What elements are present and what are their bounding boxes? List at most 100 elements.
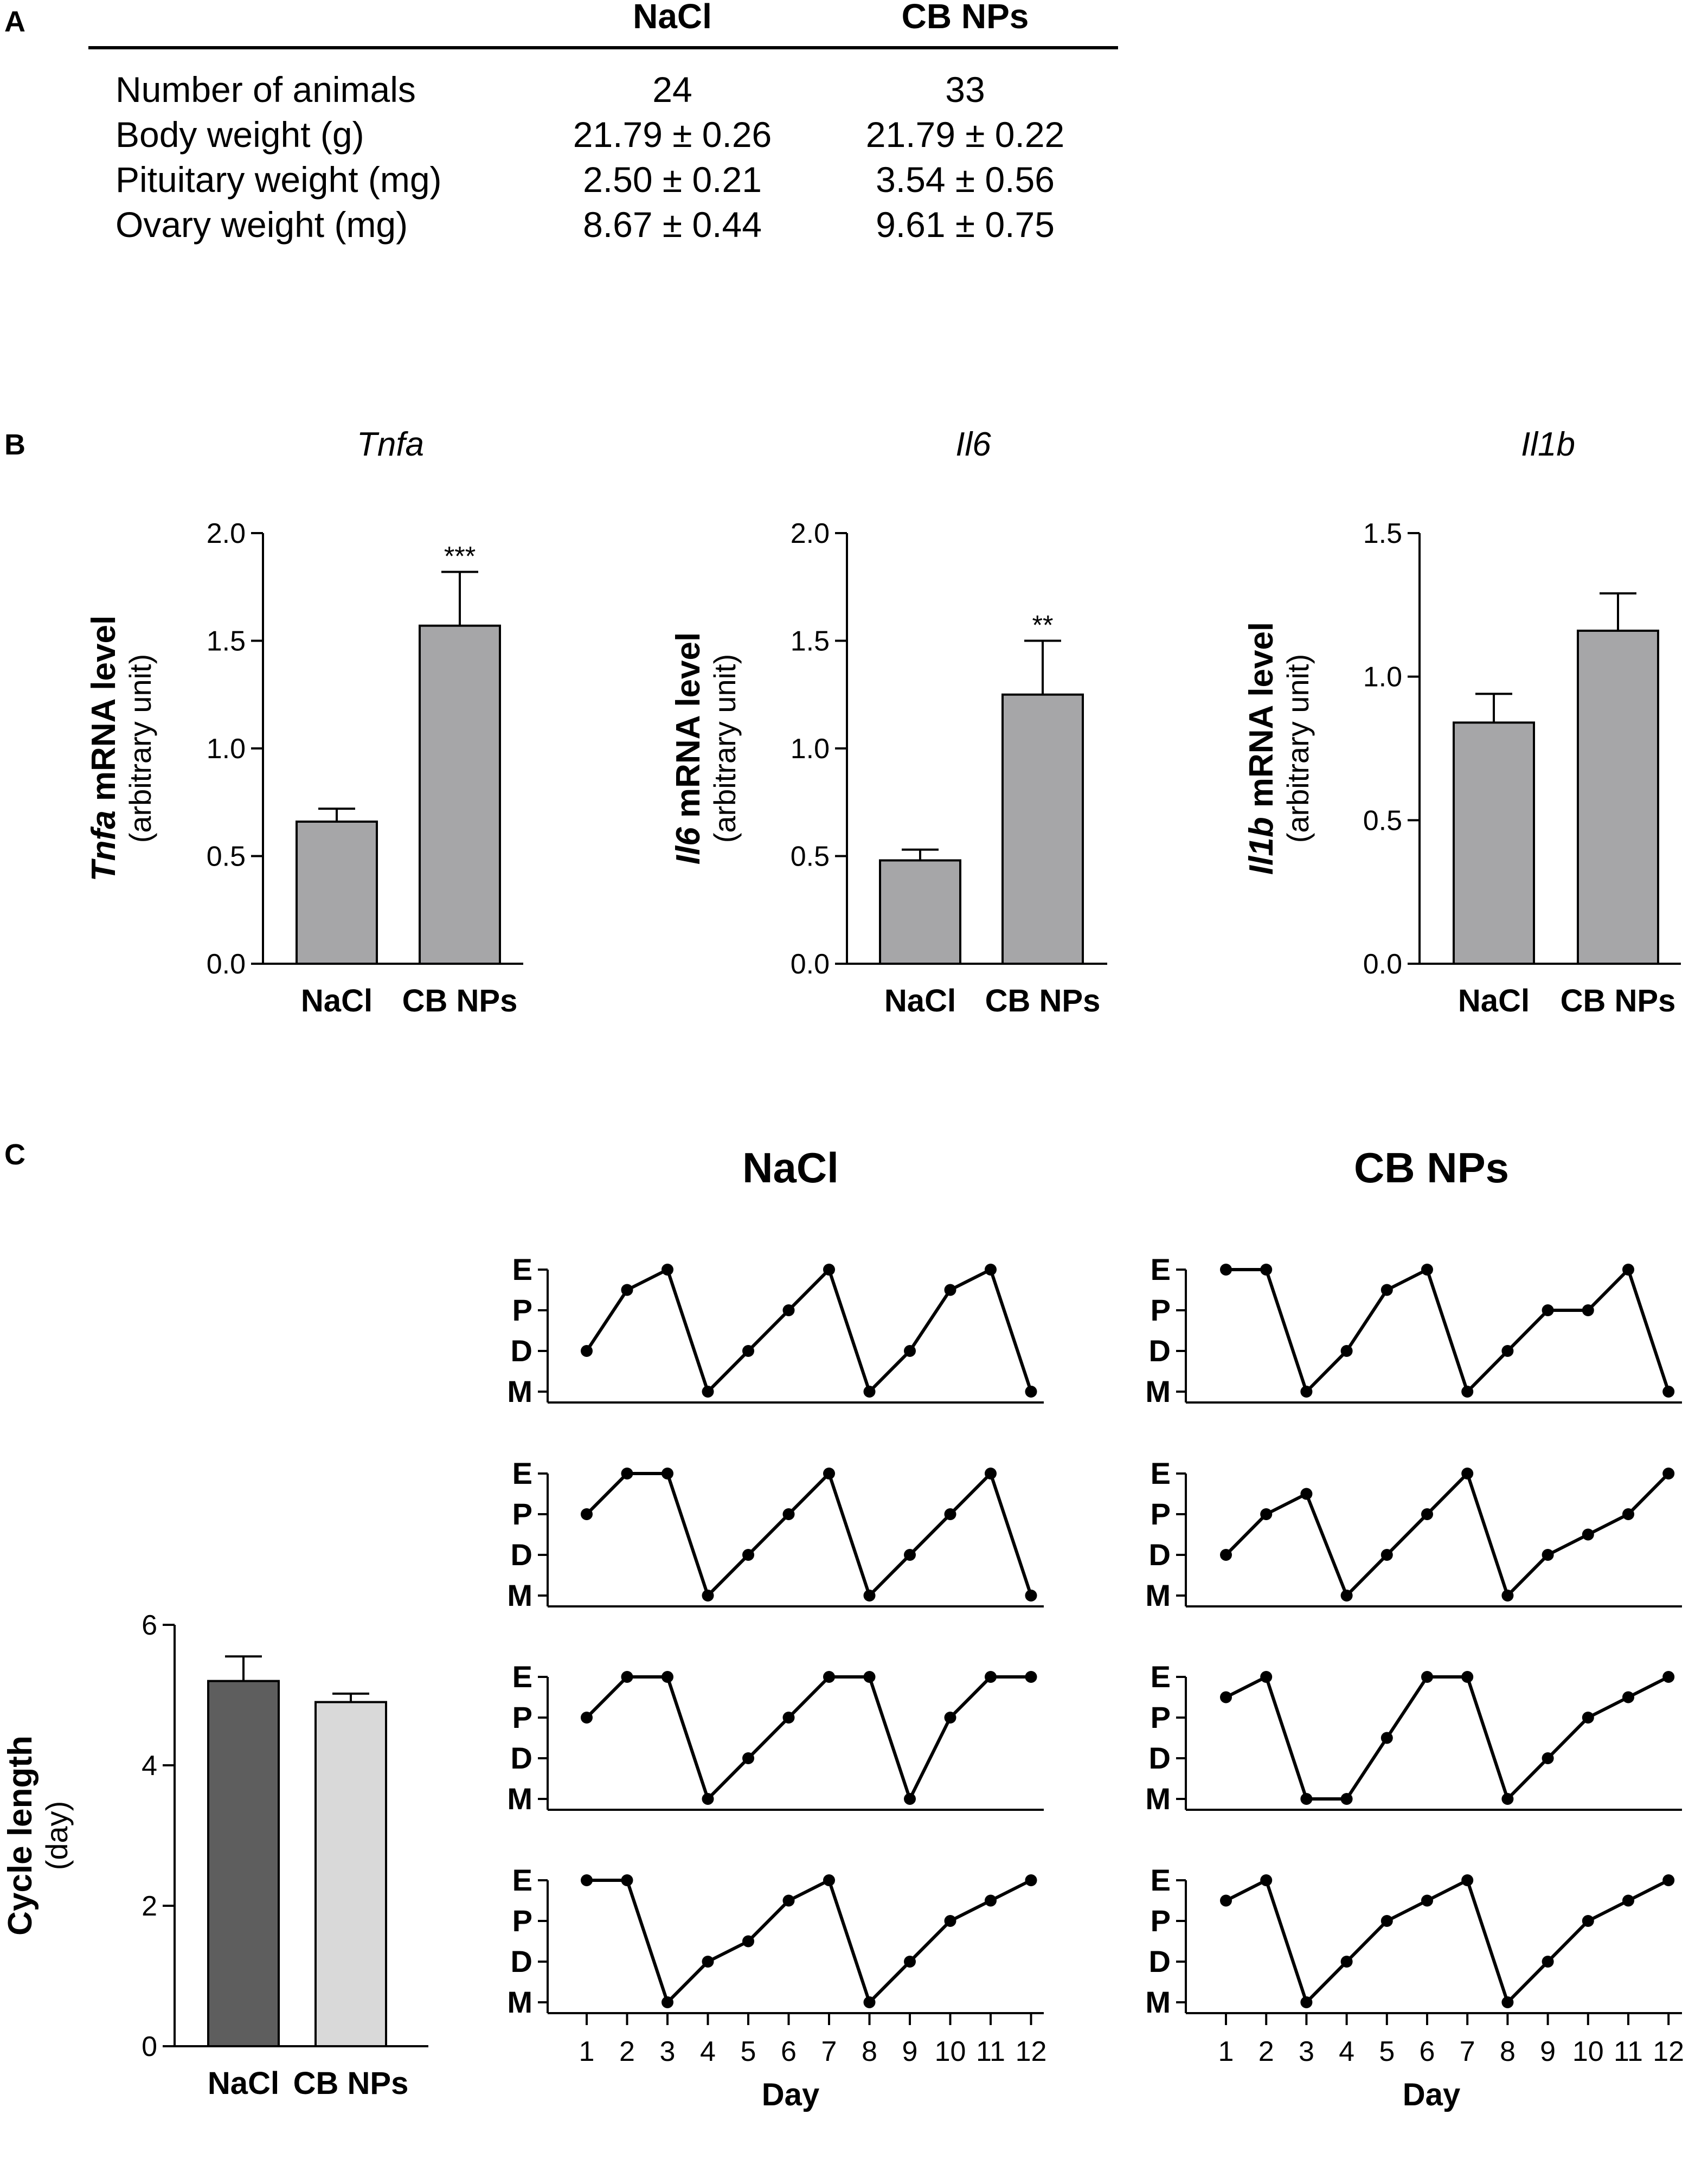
data-point (863, 1386, 876, 1398)
data-point (1461, 1874, 1474, 1886)
table-cell: 24 (652, 69, 692, 110)
y-tick-label: E (1151, 1863, 1171, 1897)
y-tick-label: E (512, 1660, 532, 1694)
y-tick-label: 1.5 (1363, 518, 1402, 549)
x-tick-label: 12 (1653, 2036, 1684, 2067)
y-axis-sublabel: (arbitrary unit) (708, 654, 742, 843)
data-point (1421, 1264, 1433, 1276)
data-point (904, 1793, 916, 1805)
series-line (585, 1472, 1033, 1597)
x-tick-label: 9 (1540, 2036, 1556, 2067)
x-tick-label: 5 (741, 2036, 756, 2067)
bar (207, 1680, 280, 2048)
data-point (1220, 1264, 1232, 1276)
data-point (944, 1284, 956, 1296)
x-tick-label: 8 (862, 2036, 877, 2067)
y-axis-sublabel: (day) (40, 1801, 74, 1871)
y-axis-label-gene: Il6 (670, 827, 707, 864)
data-point (1662, 1468, 1675, 1479)
data-point (823, 1264, 835, 1276)
y-tick-label: D (511, 1538, 532, 1572)
data-point (1025, 1671, 1037, 1683)
y-axis-label-main: Cycle length (2, 1735, 39, 1936)
y-axis-label-main: mRNA level (85, 616, 123, 811)
data-point (621, 1284, 633, 1296)
y-axis-label: Il1b mRNA level (1243, 622, 1280, 875)
data-point (702, 1386, 714, 1398)
data-point (581, 1345, 593, 1357)
x-tick-label: 9 (902, 2036, 918, 2067)
y-axis-sublabel: (arbitrary unit) (123, 654, 157, 843)
data-point (1501, 1793, 1514, 1805)
y-tick-label: 0.5 (207, 841, 246, 873)
y-tick-label: D (511, 1334, 532, 1368)
chart-title: Tnfa (357, 426, 424, 463)
data-point (863, 1590, 876, 1602)
y-tick-label: 0.0 (1363, 949, 1402, 980)
data-point (904, 1345, 916, 1357)
series-line (585, 1675, 1031, 1801)
x-tick-label: 3 (1299, 2036, 1314, 2067)
y-tick-label: P (1151, 1293, 1171, 1327)
table-cell: 21.79 ± 0.22 (866, 114, 1065, 155)
data-point (944, 1508, 956, 1520)
data-point (904, 1549, 916, 1561)
x-category-label: NaCl (301, 983, 373, 1019)
x-category-label: CB NPs (985, 983, 1101, 1019)
data-point (1220, 1549, 1232, 1561)
data-point (1542, 1956, 1554, 1968)
data-point (1025, 1874, 1037, 1886)
data-point (1461, 1671, 1474, 1683)
data-point (944, 1915, 956, 1927)
y-tick-label: D (511, 1741, 532, 1775)
data-point (823, 1671, 835, 1683)
data-point (1501, 1345, 1514, 1357)
y-tick-label: P (512, 1700, 532, 1734)
y-tick-label: 0.0 (207, 949, 246, 980)
data-point (1220, 1894, 1232, 1907)
table-cell: 9.61 ± 0.75 (876, 204, 1055, 245)
y-tick-label: 4 (142, 1750, 157, 1782)
x-tick-label: 8 (1500, 2036, 1516, 2067)
y-tick-label: 1.0 (1363, 662, 1402, 693)
x-tick-label: 12 (1016, 2036, 1047, 2067)
data-point (1662, 1386, 1675, 1398)
series-line (585, 1268, 1033, 1393)
data-point (782, 1712, 795, 1724)
data-point (1380, 1284, 1393, 1296)
y-tick-label: D (1149, 1334, 1171, 1368)
data-point (1662, 1671, 1675, 1683)
y-tick-label: D (1149, 1741, 1171, 1775)
data-point (581, 1508, 593, 1520)
table-cell: 21.79 ± 0.26 (573, 114, 772, 155)
data-point (782, 1508, 795, 1520)
bar (1001, 693, 1084, 965)
bar (1453, 721, 1535, 965)
y-tick-label: 2.0 (207, 518, 246, 549)
y-axis-label-gene: Tnfa (85, 810, 123, 881)
data-point (1300, 1793, 1313, 1805)
data-point (863, 1671, 876, 1683)
y-tick-label: M (507, 1985, 532, 2019)
data-point (1300, 1996, 1313, 2008)
x-tick-label: 10 (1572, 2036, 1604, 2067)
tnfa-bar-chart: Tnfa 0.0 0.5 1.0 1.5 2.0 NaCl *** CB NPs Tnfa mRN… (85, 426, 523, 1019)
data-point (1542, 1752, 1554, 1764)
data-point (581, 1874, 593, 1886)
y-tick-label: 2.0 (791, 518, 830, 549)
chart-title: NaCl (742, 1144, 839, 1192)
y-tick-label: M (507, 1374, 532, 1408)
data-point (662, 1671, 673, 1683)
y-axis-label-gene: Il1b (1243, 817, 1280, 875)
data-point (823, 1468, 835, 1479)
bar (314, 1701, 387, 2047)
y-tick-label: P (1151, 1497, 1171, 1531)
y-axis-label-main: mRNA level (670, 632, 707, 828)
data-point (823, 1874, 835, 1886)
x-category-label: CB NPs (402, 983, 518, 1019)
data-point (1662, 1874, 1675, 1886)
significance-marker: ** (1032, 610, 1054, 640)
